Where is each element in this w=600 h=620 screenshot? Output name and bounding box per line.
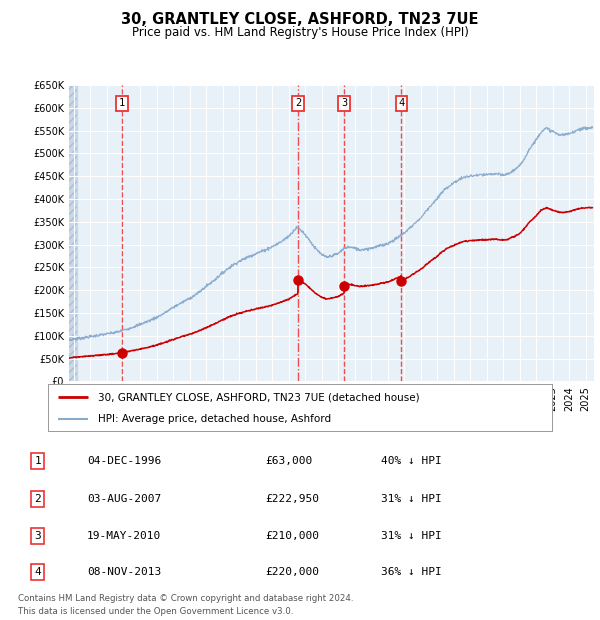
Text: 36% ↓ HPI: 36% ↓ HPI (380, 567, 442, 577)
Text: 2: 2 (35, 494, 41, 504)
Text: 3: 3 (341, 98, 347, 108)
Text: HPI: Average price, detached house, Ashford: HPI: Average price, detached house, Ashf… (98, 414, 332, 424)
Bar (69, 85, 77, 381)
Text: 1: 1 (35, 456, 41, 466)
Text: £222,950: £222,950 (265, 494, 319, 504)
Text: 40% ↓ HPI: 40% ↓ HPI (380, 456, 442, 466)
Text: 31% ↓ HPI: 31% ↓ HPI (380, 494, 442, 504)
Text: 2: 2 (295, 98, 301, 108)
Text: 1: 1 (119, 98, 125, 108)
Text: £220,000: £220,000 (265, 567, 319, 577)
Text: 04-DEC-1996: 04-DEC-1996 (87, 456, 161, 466)
Text: 4: 4 (35, 567, 41, 577)
Text: 30, GRANTLEY CLOSE, ASHFORD, TN23 7UE (detached house): 30, GRANTLEY CLOSE, ASHFORD, TN23 7UE (d… (98, 392, 420, 402)
Bar (69, 85, 77, 381)
Text: £210,000: £210,000 (265, 531, 319, 541)
Text: Price paid vs. HM Land Registry's House Price Index (HPI): Price paid vs. HM Land Registry's House … (131, 26, 469, 39)
Text: 08-NOV-2013: 08-NOV-2013 (87, 567, 161, 577)
Text: 03-AUG-2007: 03-AUG-2007 (87, 494, 161, 504)
Text: 4: 4 (398, 98, 404, 108)
Text: Contains HM Land Registry data © Crown copyright and database right 2024.: Contains HM Land Registry data © Crown c… (18, 594, 353, 603)
Text: 30, GRANTLEY CLOSE, ASHFORD, TN23 7UE: 30, GRANTLEY CLOSE, ASHFORD, TN23 7UE (121, 12, 479, 27)
Text: 19-MAY-2010: 19-MAY-2010 (87, 531, 161, 541)
Text: 31% ↓ HPI: 31% ↓ HPI (380, 531, 442, 541)
Text: £63,000: £63,000 (265, 456, 313, 466)
Text: This data is licensed under the Open Government Licence v3.0.: This data is licensed under the Open Gov… (18, 608, 293, 616)
Text: 3: 3 (35, 531, 41, 541)
